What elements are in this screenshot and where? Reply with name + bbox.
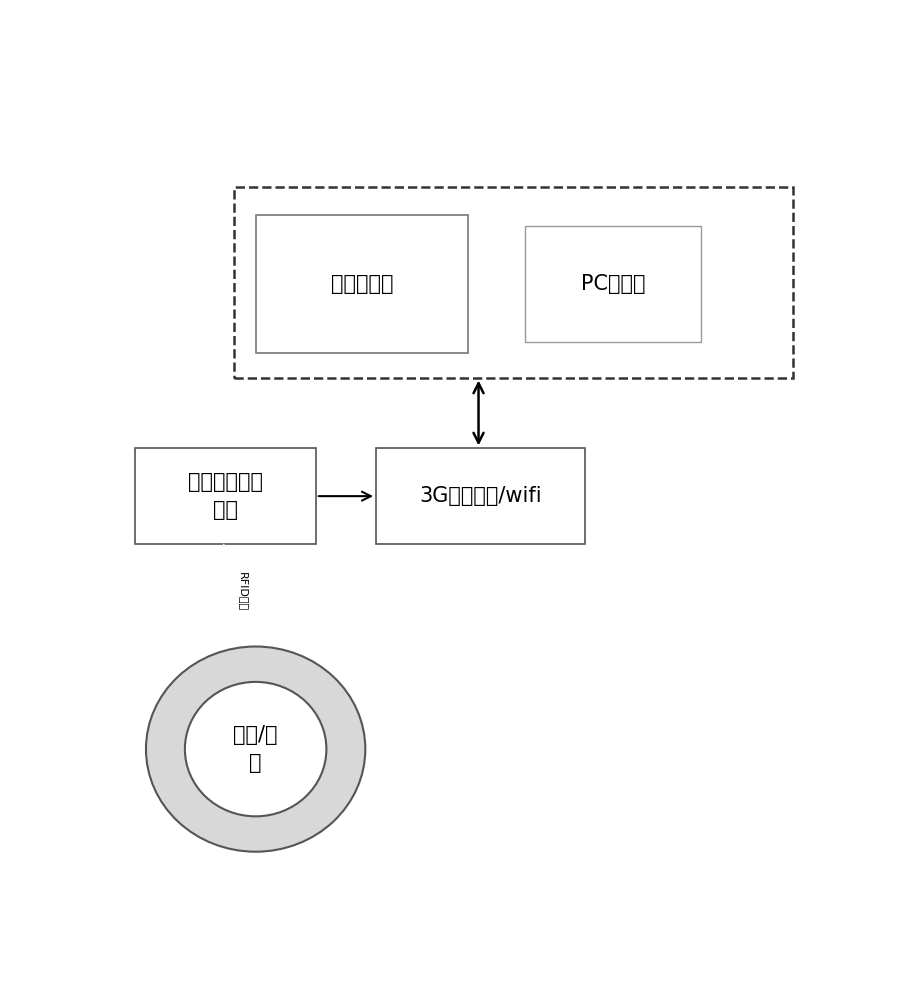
Bar (376, 448, 584, 544)
Bar (135, 448, 316, 544)
FancyArrow shape (205, 545, 243, 592)
Bar (524, 226, 701, 342)
Ellipse shape (184, 682, 327, 816)
Bar (235, 187, 793, 378)
FancyArrow shape (205, 592, 243, 638)
Text: 3G无线网络/wifi: 3G无线网络/wifi (419, 486, 541, 506)
Text: 轮胎/标
签: 轮胎/标 签 (234, 725, 278, 773)
Bar (256, 215, 467, 353)
Text: PC客户端: PC客户端 (581, 274, 645, 294)
Text: 手持终端采集
模块: 手持终端采集 模块 (188, 472, 263, 520)
Ellipse shape (146, 647, 365, 852)
Text: 应用服务器: 应用服务器 (331, 274, 393, 294)
Text: RFID信号: RFID信号 (238, 572, 248, 611)
